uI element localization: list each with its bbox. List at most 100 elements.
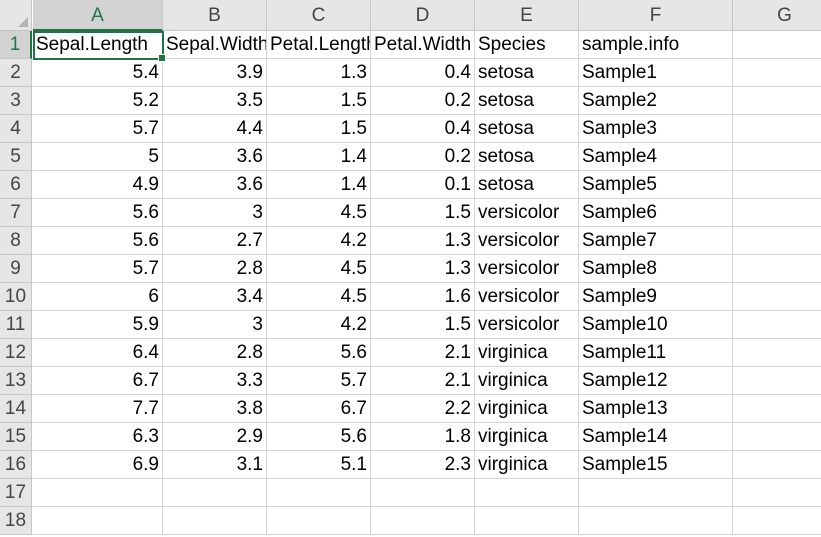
cell-c6[interactable]: 1.4 [267, 171, 371, 199]
cell-e8[interactable]: versicolor [475, 227, 579, 255]
cell-d2[interactable]: 0.4 [371, 59, 475, 87]
cell-b12[interactable]: 2.8 [163, 339, 267, 367]
cell-g10[interactable] [733, 283, 821, 311]
cell-f6[interactable]: Sample5 [579, 171, 733, 199]
cell-g17[interactable] [733, 479, 821, 507]
column-header-e[interactable]: E [475, 0, 579, 31]
column-header-d[interactable]: D [371, 0, 475, 31]
row-header-12[interactable]: 12 [0, 339, 32, 367]
cell-e7[interactable]: versicolor [475, 199, 579, 227]
row-header-5[interactable]: 5 [0, 143, 32, 171]
cell-e14[interactable]: virginica [475, 395, 579, 423]
cell-c18[interactable] [267, 507, 371, 535]
cell-b9[interactable]: 2.8 [163, 255, 267, 283]
cell-a8[interactable]: 5.6 [33, 227, 163, 255]
cell-f7[interactable]: Sample6 [579, 199, 733, 227]
cell-b1[interactable]: Sepal.Width [163, 31, 267, 59]
row-header-10[interactable]: 10 [0, 283, 32, 311]
cell-d9[interactable]: 1.3 [371, 255, 475, 283]
row-header-1[interactable]: 1 [0, 31, 32, 59]
cell-c14[interactable]: 6.7 [267, 395, 371, 423]
cell-d5[interactable]: 0.2 [371, 143, 475, 171]
cell-e15[interactable]: virginica [475, 423, 579, 451]
cell-a1[interactable]: Sepal.Length [33, 31, 163, 59]
cell-c1[interactable]: Petal.Length [267, 31, 371, 59]
cell-e13[interactable]: virginica [475, 367, 579, 395]
cell-b5[interactable]: 3.6 [163, 143, 267, 171]
cell-e3[interactable]: setosa [475, 87, 579, 115]
cell-d8[interactable]: 1.3 [371, 227, 475, 255]
row-header-4[interactable]: 4 [0, 115, 32, 143]
cell-f16[interactable]: Sample15 [579, 451, 733, 479]
column-header-b[interactable]: B [163, 0, 267, 31]
cell-a17[interactable] [33, 479, 163, 507]
column-header-a[interactable]: A [33, 0, 163, 31]
row-header-3[interactable]: 3 [0, 87, 32, 115]
cell-a16[interactable]: 6.9 [33, 451, 163, 479]
cell-a15[interactable]: 6.3 [33, 423, 163, 451]
cell-a13[interactable]: 6.7 [33, 367, 163, 395]
row-header-9[interactable]: 9 [0, 255, 32, 283]
cell-g3[interactable] [733, 87, 821, 115]
cell-f1[interactable]: sample.info [579, 31, 733, 59]
cell-g8[interactable] [733, 227, 821, 255]
cell-f5[interactable]: Sample4 [579, 143, 733, 171]
row-header-11[interactable]: 11 [0, 311, 32, 339]
cell-e10[interactable]: versicolor [475, 283, 579, 311]
cell-g5[interactable] [733, 143, 821, 171]
cell-f12[interactable]: Sample11 [579, 339, 733, 367]
column-header-f[interactable]: F [579, 0, 733, 31]
cell-c10[interactable]: 4.5 [267, 283, 371, 311]
cell-g7[interactable] [733, 199, 821, 227]
cell-b4[interactable]: 4.4 [163, 115, 267, 143]
cell-e4[interactable]: setosa [475, 115, 579, 143]
row-header-2[interactable]: 2 [0, 59, 32, 87]
cell-b7[interactable]: 3 [163, 199, 267, 227]
cell-a11[interactable]: 5.9 [33, 311, 163, 339]
cell-g12[interactable] [733, 339, 821, 367]
cell-c7[interactable]: 4.5 [267, 199, 371, 227]
cell-g18[interactable] [733, 507, 821, 535]
cell-f14[interactable]: Sample13 [579, 395, 733, 423]
cell-b14[interactable]: 3.8 [163, 395, 267, 423]
cell-e2[interactable]: setosa [475, 59, 579, 87]
column-header-c[interactable]: C [267, 0, 371, 31]
cell-f2[interactable]: Sample1 [579, 59, 733, 87]
cell-g4[interactable] [733, 115, 821, 143]
cell-b3[interactable]: 3.5 [163, 87, 267, 115]
row-header-16[interactable]: 16 [0, 451, 32, 479]
cell-a6[interactable]: 4.9 [33, 171, 163, 199]
cell-a10[interactable]: 6 [33, 283, 163, 311]
cell-e1[interactable]: Species [475, 31, 579, 59]
cell-e6[interactable]: setosa [475, 171, 579, 199]
cell-c8[interactable]: 4.2 [267, 227, 371, 255]
cell-b16[interactable]: 3.1 [163, 451, 267, 479]
row-header-14[interactable]: 14 [0, 395, 32, 423]
cell-c5[interactable]: 1.4 [267, 143, 371, 171]
cell-a5[interactable]: 5 [33, 143, 163, 171]
cell-g1[interactable] [733, 31, 821, 59]
cell-f8[interactable]: Sample7 [579, 227, 733, 255]
cell-d1[interactable]: Petal.Width [371, 31, 475, 59]
cell-d16[interactable]: 2.3 [371, 451, 475, 479]
cell-f17[interactable] [579, 479, 733, 507]
row-header-13[interactable]: 13 [0, 367, 32, 395]
cell-e17[interactable] [475, 479, 579, 507]
cell-f15[interactable]: Sample14 [579, 423, 733, 451]
cell-a14[interactable]: 7.7 [33, 395, 163, 423]
cell-c17[interactable] [267, 479, 371, 507]
cell-a12[interactable]: 6.4 [33, 339, 163, 367]
cell-e16[interactable]: virginica [475, 451, 579, 479]
row-header-8[interactable]: 8 [0, 227, 32, 255]
cell-d12[interactable]: 2.1 [371, 339, 475, 367]
cell-e11[interactable]: versicolor [475, 311, 579, 339]
cell-a4[interactable]: 5.7 [33, 115, 163, 143]
cell-a9[interactable]: 5.7 [33, 255, 163, 283]
cell-d4[interactable]: 0.4 [371, 115, 475, 143]
cell-e18[interactable] [475, 507, 579, 535]
cell-e9[interactable]: versicolor [475, 255, 579, 283]
cell-g11[interactable] [733, 311, 821, 339]
cell-g16[interactable] [733, 451, 821, 479]
row-header-6[interactable]: 6 [0, 171, 32, 199]
cell-f4[interactable]: Sample3 [579, 115, 733, 143]
